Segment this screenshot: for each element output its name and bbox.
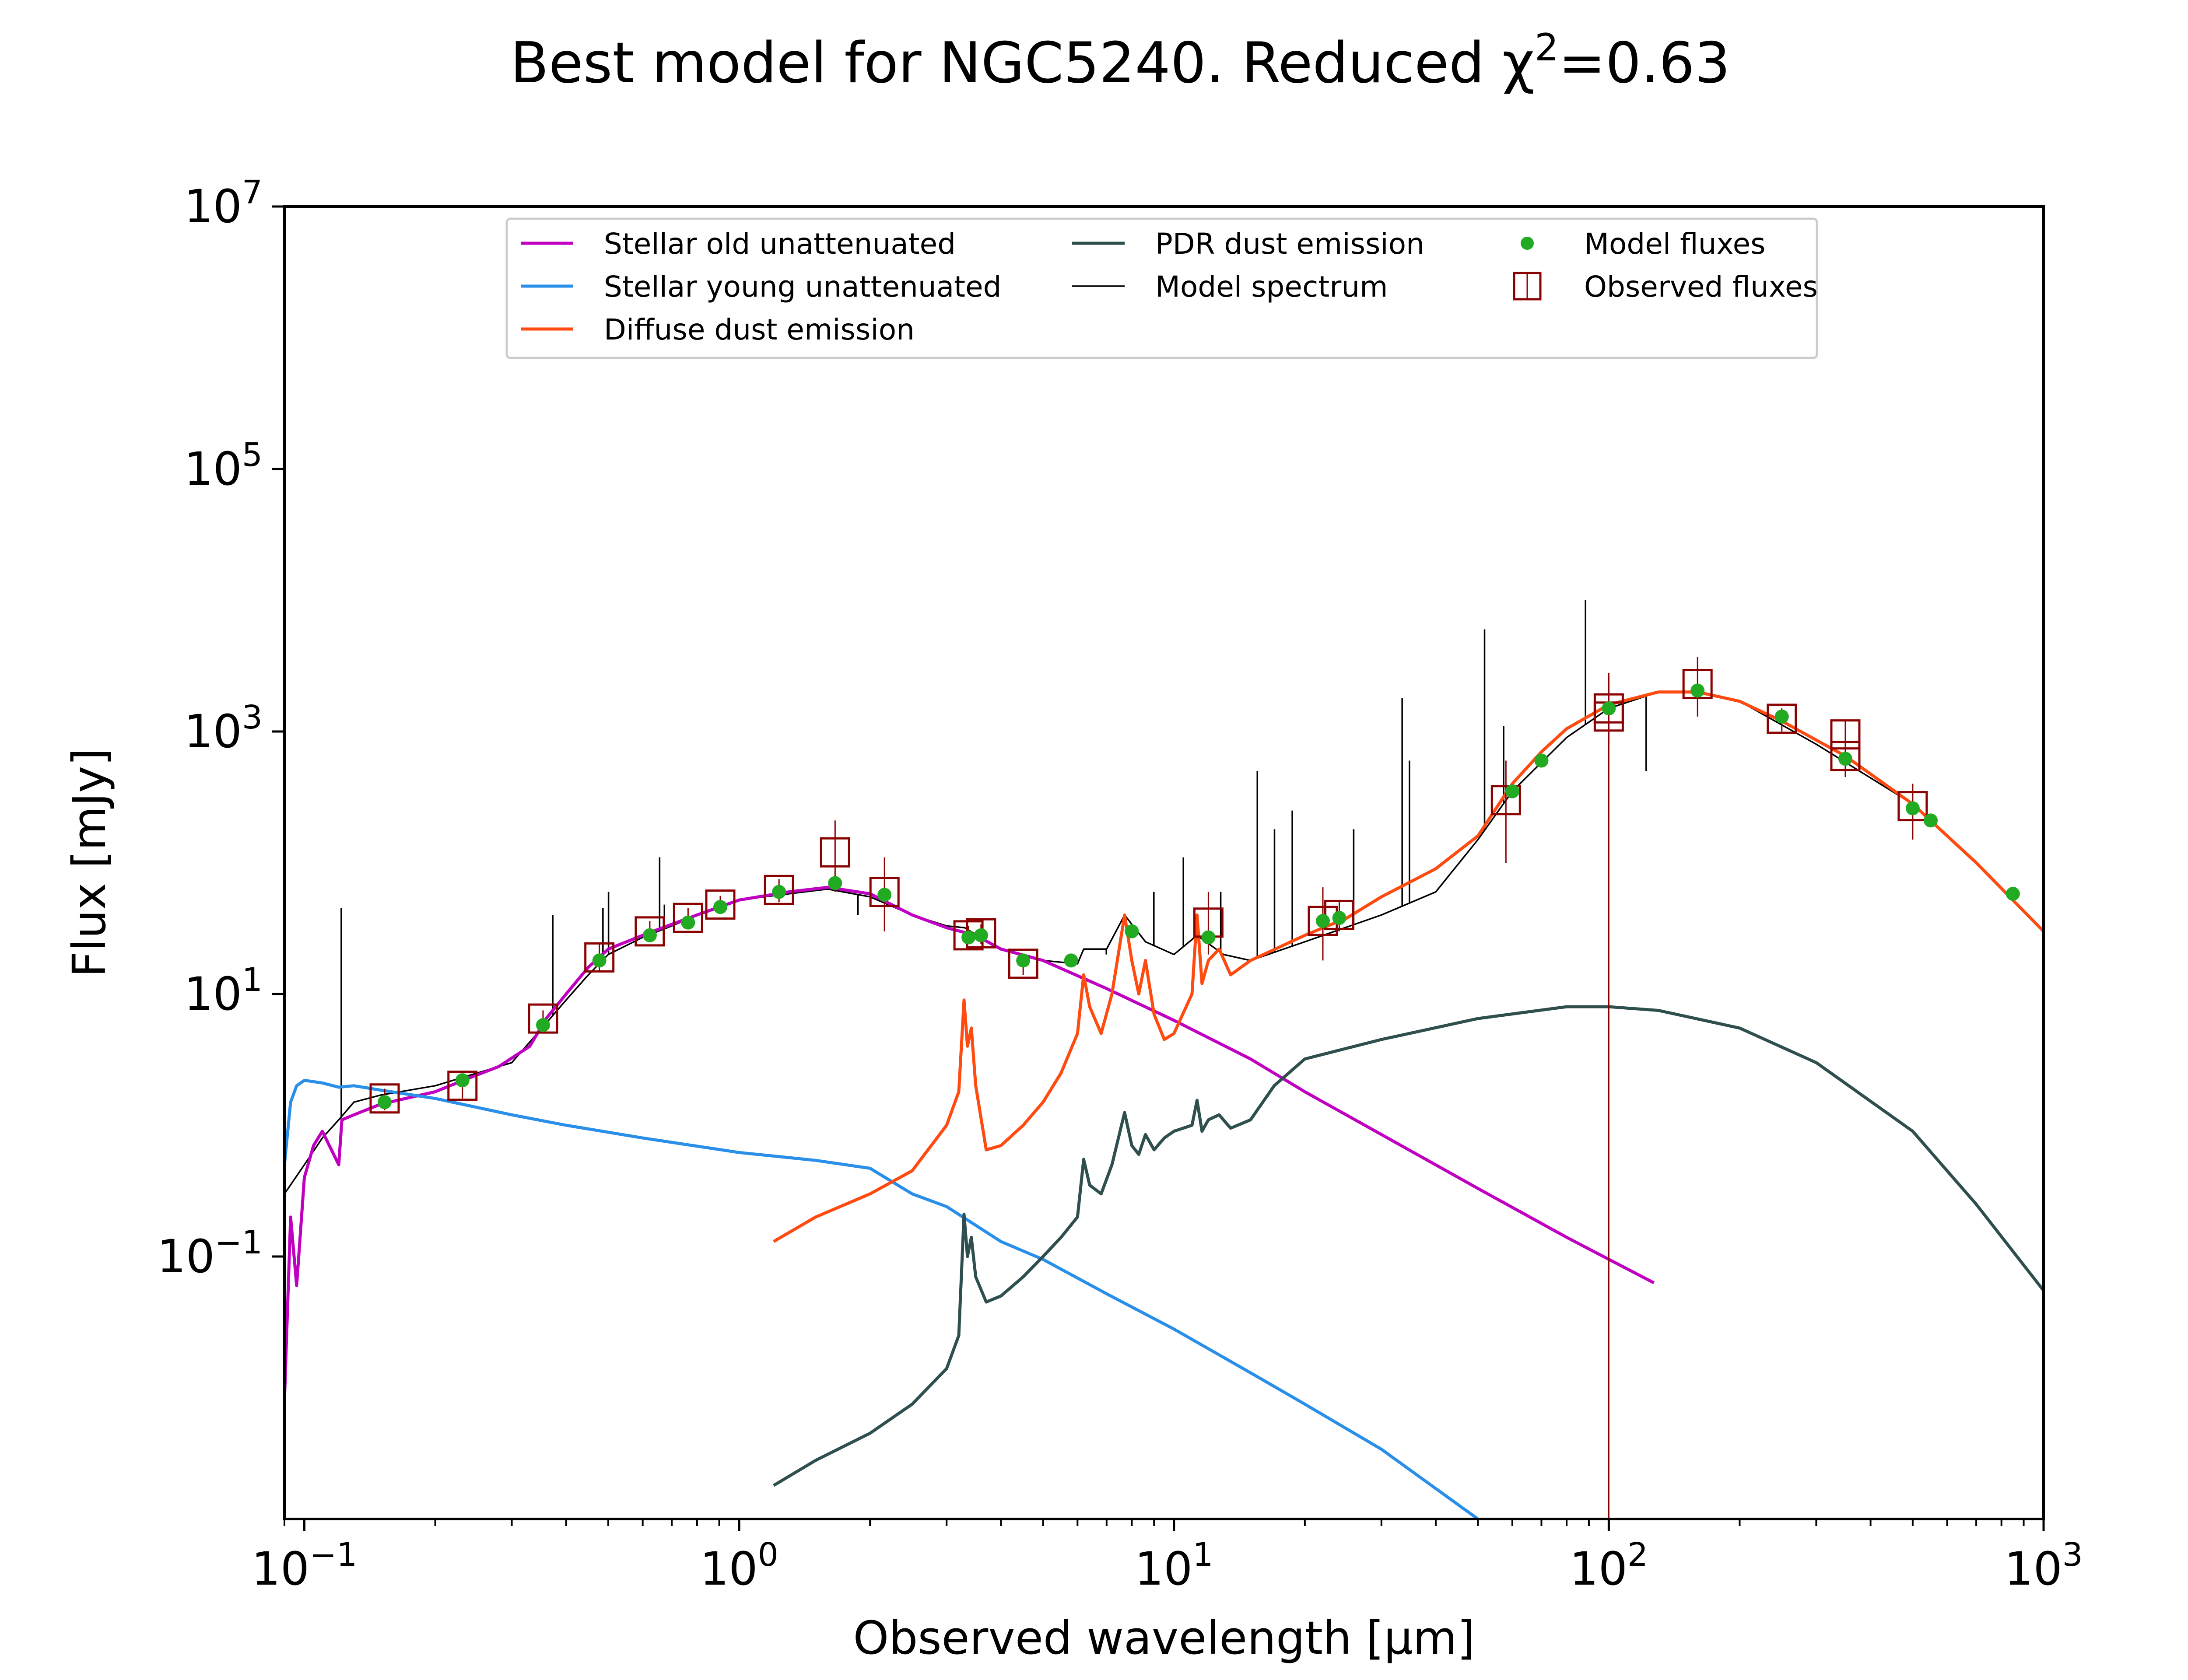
observed-flux-marker <box>673 903 703 933</box>
model-flux-point <box>681 915 695 930</box>
observed-flux-marker <box>369 1083 400 1114</box>
observed-flux-marker <box>1008 948 1038 979</box>
observed-flux-marker <box>1897 791 1928 822</box>
model-flux-point <box>455 1073 470 1088</box>
tick-label: 101 <box>1135 1536 1213 1596</box>
observed-flux-marker <box>528 1003 558 1034</box>
tick-label: 10−1 <box>252 1536 357 1596</box>
legend-entry-model-spectrum: Model spectrum <box>1072 270 1388 304</box>
tick-label: 107 <box>184 174 263 233</box>
model-flux-point <box>1332 911 1346 925</box>
y-axis: 10−1 101 103 105 107 <box>157 174 284 1283</box>
model-flux-point <box>961 930 976 945</box>
plot-area <box>284 600 2044 1519</box>
legend-label: Stellar old unattenuated <box>604 227 956 261</box>
tick-label: 105 <box>184 436 263 496</box>
legend-label: Diffuse dust emission <box>604 313 915 346</box>
model-flux-point <box>1690 683 1705 698</box>
tick-label: 101 <box>184 961 263 1021</box>
legend-label: Model fluxes <box>1584 227 1766 261</box>
model-flux-point <box>1201 930 1216 945</box>
tick-label: 100 <box>700 1536 778 1596</box>
model-flux-point <box>713 900 728 914</box>
legend-box <box>505 217 1818 359</box>
model-flux-point <box>1905 801 1920 816</box>
observed-flux-marker <box>447 1071 478 1101</box>
legend-entry-diffuse-dust-emission: Diffuse dust emission <box>521 313 915 346</box>
observed-flux-marker <box>1767 704 1797 734</box>
legend-label: PDR dust emission <box>1155 227 1424 261</box>
model-flux-point <box>1016 953 1031 968</box>
model-flux-point <box>1505 784 1519 798</box>
model-flux-point <box>974 928 988 942</box>
model-flux-point <box>1838 752 1852 766</box>
x-axis-label: Observed wavelength [μm] <box>853 1611 1475 1665</box>
observed-flux-marker <box>869 877 900 907</box>
model-flux-point <box>772 885 786 899</box>
legend-entry-model-fluxes: Model fluxes <box>1521 227 1766 261</box>
model-flux-point <box>377 1095 392 1110</box>
series-line-diffuse-dust-emission <box>773 690 2044 1243</box>
legend-label: Stellar young unattenuated <box>604 270 1002 304</box>
observed-flux-marker <box>764 875 794 905</box>
model-flux-point <box>1774 709 1789 724</box>
plot-frame <box>283 205 2045 1520</box>
model-flux-point <box>1602 701 1616 716</box>
legend-entry-stellar-old-unattenuated: Stellar old unattenuated <box>521 227 956 261</box>
legend-label: Model spectrum <box>1155 270 1388 304</box>
observed-flux-marker <box>820 837 850 868</box>
model-flux-point <box>877 888 892 902</box>
y-axis-label: Flux [mJy] <box>63 748 116 977</box>
tick-label: 103 <box>184 699 263 758</box>
observed-flux-marker <box>584 942 615 973</box>
model-flux-point <box>828 876 842 890</box>
model-flux-point <box>536 1018 550 1032</box>
series-line-stellar-young-unattenuated <box>284 1078 1479 1519</box>
model-flux-point <box>1315 914 1330 928</box>
chart-title: Best model for NGC5240. Reduced χ2=0.63 <box>510 26 1730 96</box>
observed-flux-marker <box>635 916 665 947</box>
legend: Stellar old unattenuated Stellar young un… <box>505 217 1818 359</box>
observed-flux-marker <box>1490 785 1521 816</box>
legend-entry-stellar-young-unattenuated: Stellar young unattenuated <box>521 270 1002 304</box>
tick-label: 103 <box>2004 1536 2083 1596</box>
model-flux-point <box>1924 813 1938 828</box>
model-flux-point <box>592 953 607 968</box>
x-axis: 10−1 100 101 102 103 <box>252 1519 2083 1596</box>
series-line-model-spectrum <box>284 691 2044 1194</box>
legend-entry-pdr-dust-emission: PDR dust emission <box>1072 227 1424 261</box>
observed-flux-marker <box>705 889 736 920</box>
model-flux-point <box>642 928 657 942</box>
model-flux-point <box>1534 753 1549 768</box>
observed-flux-marker <box>1830 741 1861 771</box>
model-flux-point <box>1064 953 1078 968</box>
legend-label: Observed fluxes <box>1584 270 1818 304</box>
observed-flux-marker <box>1682 668 1713 699</box>
model-flux-point <box>1125 924 1139 938</box>
tick-label: 10−1 <box>157 1224 263 1283</box>
legend-entry-observed-fluxes: Observed fluxes <box>1513 270 1818 304</box>
series-line-stellar-old-unattenuated <box>284 886 1655 1401</box>
model-flux-point <box>2006 886 2020 901</box>
tick-label: 102 <box>1570 1536 1648 1596</box>
series-line-pdr-dust-emission <box>773 1005 2044 1487</box>
